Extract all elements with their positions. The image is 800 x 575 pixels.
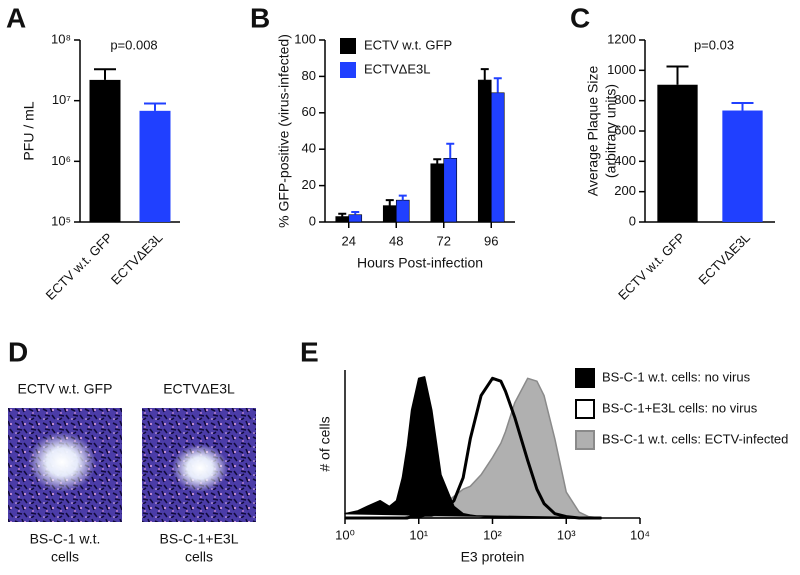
panel-letter: A	[6, 2, 26, 33]
plaque	[28, 432, 96, 492]
legend-label: BS-C-1 w.t. cells: no virus	[602, 369, 751, 384]
x-tick-label: ECTVΔE3L	[695, 230, 753, 288]
error-bar	[94, 68, 116, 80]
bar	[722, 110, 763, 222]
panel-d: D ECTV w.t. GFP BS-C-1 w.t. cells ECTVΔE…	[8, 336, 256, 565]
error-bar	[480, 68, 489, 81]
panel-letter: D	[8, 336, 28, 367]
x-tick-label: 10²	[483, 527, 502, 542]
bar	[490, 92, 505, 223]
y-axis-label: PFU / mL	[21, 101, 37, 160]
annotation: p=0.008	[110, 37, 157, 52]
y-tick-label: 600	[614, 122, 636, 137]
bar	[430, 163, 445, 223]
x-axis-label: E3 protein	[461, 549, 525, 565]
y-tick-label: 10⁷	[52, 92, 71, 107]
legend-swatch	[575, 430, 595, 450]
bar	[335, 216, 350, 223]
x-tick-label: 24	[342, 233, 356, 248]
y-axis-label: % GFP-positive (virus-infected)	[276, 34, 292, 228]
error-bar	[433, 158, 442, 164]
y-tick-label: 10⁸	[51, 31, 71, 46]
x-tick-label: 10³	[557, 527, 576, 542]
y-tick-label: 400	[614, 153, 636, 168]
bar	[395, 199, 410, 223]
y-axis-label: (arbitrary units)	[603, 84, 619, 178]
error-bar	[446, 142, 455, 159]
error-bar	[144, 102, 166, 111]
plaque	[172, 444, 228, 492]
x-tick-label: ECTV w.t. GFP	[615, 230, 688, 303]
x-tick-label: 96	[484, 233, 498, 248]
image-caption: cells	[185, 549, 213, 565]
bar	[139, 110, 171, 222]
y-tick-label: 800	[614, 92, 636, 107]
bar	[348, 214, 363, 223]
image-caption: BS-C-1+E3L	[160, 531, 239, 547]
y-tick-label: 60	[302, 104, 316, 119]
x-tick-label: ECTVΔE3L	[108, 230, 166, 288]
y-tick-label: 10⁶	[51, 153, 71, 168]
error-bar	[385, 199, 394, 206]
x-tick-label: 48	[389, 233, 403, 248]
y-tick-label: 10⁵	[51, 213, 71, 228]
image-caption: BS-C-1 w.t.	[30, 531, 101, 547]
legend-swatch	[575, 368, 595, 388]
y-tick-label: 1200	[607, 31, 636, 46]
x-tick-label: 10⁰	[335, 527, 355, 542]
panel-letter: E	[300, 336, 319, 367]
annotation: p=0.03	[694, 37, 734, 52]
legend-swatch	[575, 399, 595, 419]
legend-label: ECTVΔE3L	[364, 61, 431, 76]
error-bar	[666, 65, 689, 85]
image-title: ECTVΔE3L	[163, 381, 235, 397]
image-caption: cells	[51, 549, 79, 565]
error-bar	[351, 210, 360, 215]
panel-letter: C	[570, 2, 590, 33]
bar	[382, 205, 397, 223]
y-tick-label: 200	[614, 183, 636, 198]
legend-swatch	[340, 38, 356, 54]
error-bar	[731, 101, 754, 111]
legend-label: BS-C-1 w.t. cells: ECTV-infected	[602, 431, 788, 446]
bar	[89, 79, 121, 222]
bar	[477, 79, 492, 223]
y-tick-label: 0	[629, 213, 636, 228]
legend-label: BS-C-1+E3L cells: no virus	[602, 400, 758, 415]
y-tick-label: 0	[309, 213, 316, 228]
y-tick-label: 80	[302, 68, 316, 83]
bar	[443, 158, 458, 223]
x-tick-label: 10⁴	[630, 527, 650, 542]
image-title: ECTV w.t. GFP	[18, 381, 113, 397]
error-bar	[398, 194, 407, 201]
y-tick-label: 20	[302, 177, 316, 192]
error-bar	[338, 212, 347, 217]
x-axis-label: Hours Post-infection	[357, 255, 483, 271]
x-tick-label: 10¹	[409, 527, 428, 542]
x-tick-label: 72	[437, 233, 451, 248]
y-tick-label: 1000	[607, 62, 636, 77]
legend-swatch	[340, 62, 356, 78]
y-axis-label: # of cells	[317, 416, 333, 471]
panel-letter: B	[250, 2, 270, 33]
y-tick-label: 40	[302, 141, 316, 156]
histogram	[344, 377, 603, 519]
bar	[657, 84, 698, 222]
error-bar	[493, 77, 502, 93]
legend-label: ECTV w.t. GFP	[364, 37, 452, 52]
y-tick-label: 100	[294, 31, 316, 46]
y-axis-label: Average Plaque Size	[585, 66, 601, 197]
x-tick-label: ECTV w.t. GFP	[43, 230, 116, 303]
